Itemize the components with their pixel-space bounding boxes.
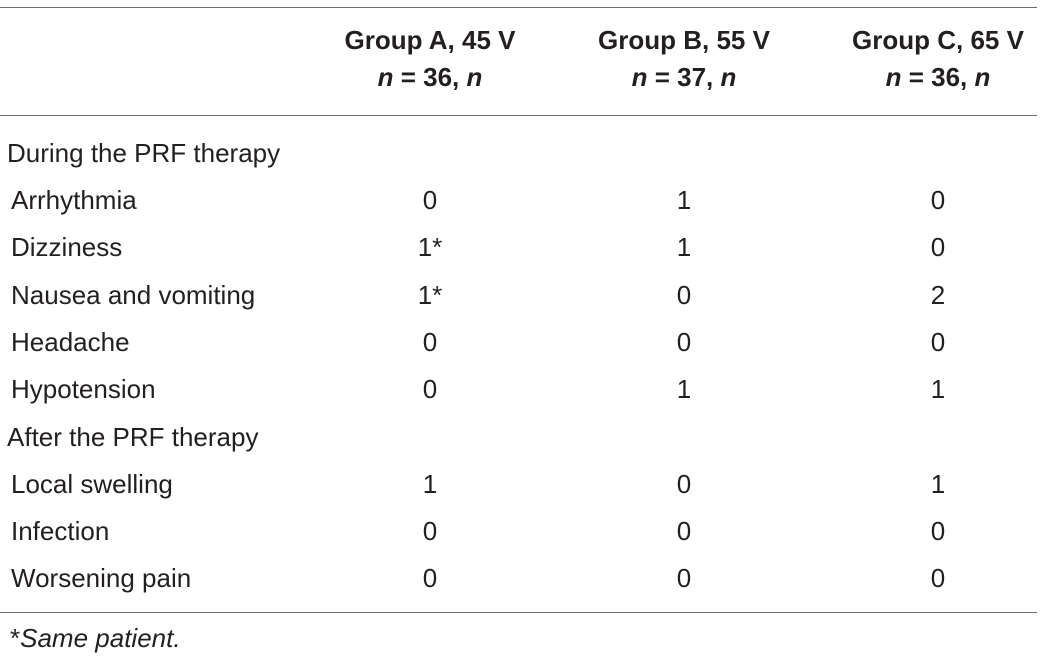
cell-group-b: 1 [676,374,692,404]
footnote-marker: * [10,623,21,653]
section-title-during: During the PRF therapy [7,138,281,168]
row-label: Arrhythmia [11,185,137,215]
cell-group-a: 1 [422,469,438,499]
table-row: Worsening pain 0 0 0 [0,562,1037,602]
row-label: Infection [11,516,110,546]
column-header-group-c: Group C, 65 V n = 36, n [818,22,1044,96]
table-top-rule [0,7,1037,8]
cell-group-b: 0 [676,280,692,310]
cell-group-b: 0 [676,563,692,593]
column-header-n: n = 36, n [377,62,483,92]
cell-group-c: 1 [930,469,946,499]
cell-group-c: 0 [930,185,946,215]
table-row: Dizziness 1* 1 0 [0,231,1037,271]
footnote-text: Same patient. [20,623,181,653]
column-header-n: n = 37, n [631,62,737,92]
cell-group-c: 0 [930,563,946,593]
cell-group-a: 0 [422,374,438,404]
cell-group-c: 0 [930,516,946,546]
table-row: Hypotension 0 1 1 [0,373,1037,413]
row-label: Dizziness [11,232,123,262]
cell-group-c: 0 [930,232,946,262]
column-header-name: Group C, 65 V [852,25,1024,55]
cell-group-a: 1* [417,280,443,310]
cell-group-a: 0 [422,516,438,546]
cell-group-a: 0 [422,327,438,357]
table-row: Arrhythmia 0 1 0 [0,184,1037,224]
table-row: Headache 0 0 0 [0,326,1037,366]
cell-group-a: 0 [422,185,438,215]
cell-group-b: 0 [676,469,692,499]
cell-group-b: 1 [676,185,692,215]
row-label: Worsening pain [11,563,192,593]
cell-group-c: 1 [930,374,946,404]
column-header-name: Group A, 45 V [344,25,516,55]
row-label: Hypotension [11,374,156,404]
cell-group-b: 1 [676,232,692,262]
column-header-group-b: Group B, 55 V n = 37, n [564,22,804,96]
column-header-group-a: Group A, 45 V n = 36, n [310,22,550,96]
table-row: Local swelling 1 0 1 [0,468,1037,508]
table-footnote: *Same patient. [10,622,181,654]
table-bottom-rule [0,612,1037,613]
table-row: Infection 0 0 0 [0,515,1037,555]
table-row: Nausea and vomiting 1* 0 2 [0,279,1037,319]
cell-group-a: 1* [417,232,443,262]
row-label: Local swelling [11,469,173,499]
section-title-after: After the PRF therapy [7,422,259,452]
cell-group-c: 2 [930,280,946,310]
cell-group-a: 0 [422,563,438,593]
column-header-name: Group B, 55 V [598,25,770,55]
cell-group-b: 0 [676,327,692,357]
column-header-n: n = 36, n [885,62,991,92]
row-label: Nausea and vomiting [11,280,256,310]
row-label: Headache [11,327,130,357]
cell-group-b: 0 [676,516,692,546]
cell-group-c: 0 [930,327,946,357]
header-divider-rule [0,115,1037,116]
